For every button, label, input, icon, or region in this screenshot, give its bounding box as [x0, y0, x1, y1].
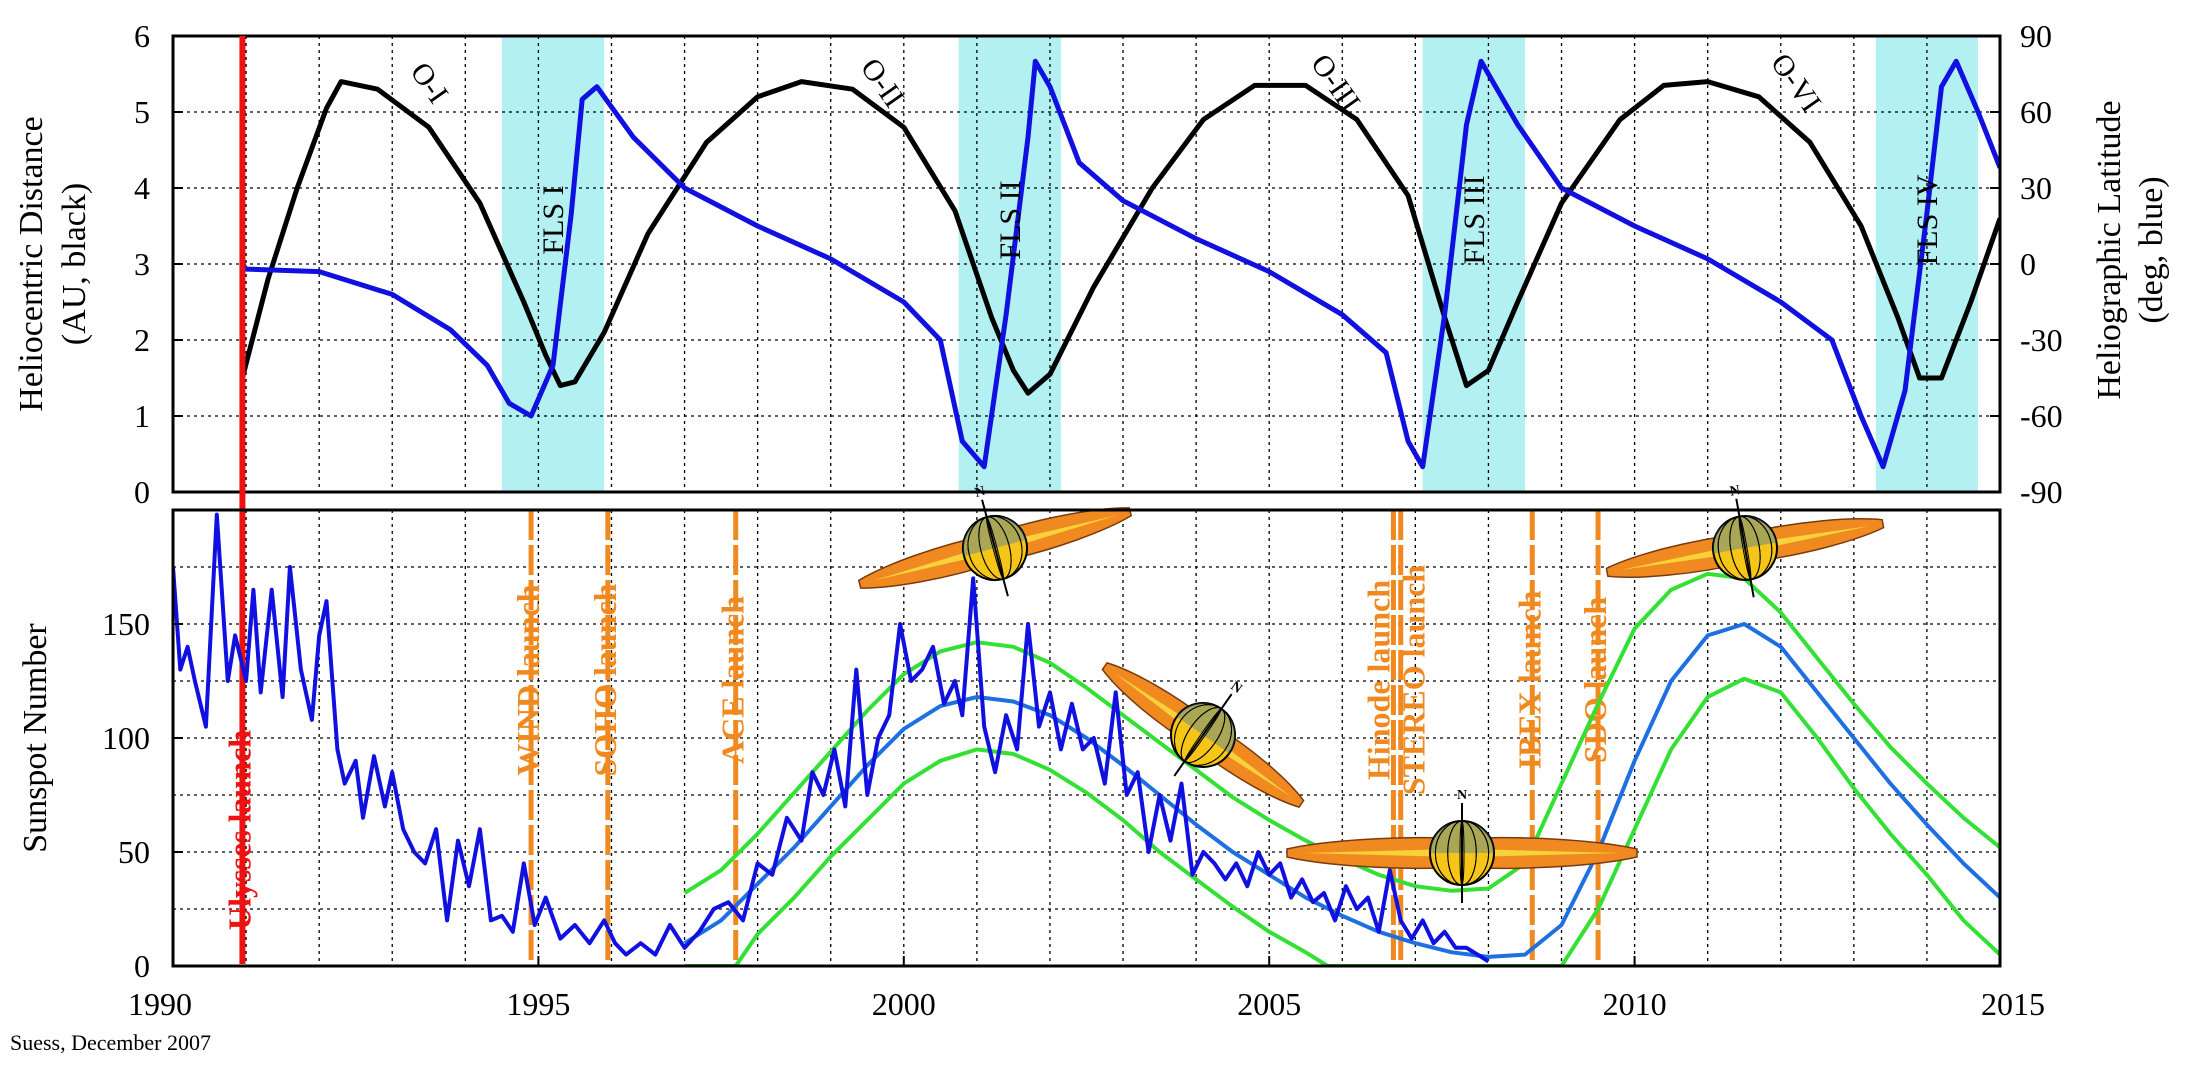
current-sheet-core-right: [1468, 849, 1620, 857]
xtick-label: 1990: [128, 986, 192, 1022]
bottom-ytick-label: 50: [118, 834, 150, 870]
sun-axis: [1735, 498, 1755, 598]
launch-markers: Ulysses launch WIND launch SOHO launch ACE …: [221, 36, 1613, 966]
latitude-line: [240, 58, 2000, 470]
current-sheet-core-left: [1620, 545, 1740, 570]
xtick-label: 2010: [1603, 986, 1667, 1022]
bottom-ytick-label: 150: [102, 606, 150, 642]
launch-label-5: Hinode launch: [1360, 580, 1396, 780]
illustration-2001: N: [857, 484, 1133, 597]
sun-axis: [981, 499, 1009, 597]
bottom-y-ticks: 0 50 100 150: [102, 606, 183, 984]
illustration-2011: N: [1605, 483, 1885, 598]
sun-north-label: N: [973, 484, 987, 501]
top-ytick-right-label: 0: [2020, 246, 2036, 282]
top-ytick-right-label: -90: [2020, 474, 2063, 510]
launch-label-7: IBEX launch: [1511, 590, 1547, 769]
orbit-label-1: O-I: [404, 56, 455, 109]
bottom-series: [173, 512, 2000, 966]
top-ytick-right-label: 60: [2020, 94, 2052, 130]
fls-label-3: FLS III: [1458, 175, 1491, 264]
launch-label-4: ACE launch: [715, 596, 751, 764]
launch-label-2: WIND launch: [510, 584, 546, 775]
top-ytick-left-label: 4: [134, 170, 150, 206]
top-ytick-right-label: 90: [2020, 18, 2052, 54]
sun-polar-cap: [963, 516, 1026, 557]
bottom-ytick-label: 100: [102, 720, 150, 756]
top-ytick-left-label: 2: [134, 322, 150, 358]
top-ylabel-left-line2: (AU, black): [56, 183, 93, 345]
top-ytick-right-label: 30: [2020, 170, 2052, 206]
bottom-panel: Ulysses launch WIND launch SOHO launch ACE …: [17, 36, 2045, 1022]
xtick-label: 1995: [506, 986, 570, 1022]
current-sheet-core-left: [1304, 849, 1456, 857]
top-panel: FLS I FLS II FLS III FLS IV O-I O-II O-III O-V…: [13, 18, 2170, 510]
top-ytick-left-label: 6: [134, 18, 150, 54]
prediction-lower-line: [684, 676, 2000, 966]
figure-credit: Suess, December 2007: [10, 1030, 212, 1055]
top-ylabel-right-line1: Heliographic Latitude: [2091, 100, 2128, 399]
bottom-ylabel: Sunspot Number: [17, 623, 54, 853]
current-sheet-core-right: [1750, 526, 1870, 551]
xtick-label: 2015: [1981, 986, 2045, 1022]
top-ytick-left-label: 0: [134, 474, 150, 510]
launch-label-1: Ulysses launch: [221, 730, 257, 930]
top-grid: [173, 36, 2000, 492]
orbit-labels: O-I O-II O-III O-VI: [404, 48, 1828, 119]
illustration-2004: N: [1101, 662, 1305, 808]
fls-label-4: FLS IV: [1911, 174, 1944, 265]
fls-label-2: FLS II: [994, 180, 1027, 259]
top-ytick-left-label: 1: [134, 398, 150, 434]
top-series: [239, 58, 2000, 470]
xtick-label: 2005: [1237, 986, 1301, 1022]
launch-label-3: SOHO launch: [587, 583, 623, 776]
top-y-ticks-left: 0 1 2 3 4 5 6: [134, 18, 183, 510]
launch-label-6: STEREO launch: [1396, 565, 1432, 796]
sun-north-label: N: [1457, 788, 1467, 803]
sunspot-line: [173, 512, 1490, 964]
top-ytick-right-label: -30: [2020, 322, 2063, 358]
x-axis-ticks: 1990 1995 2000 2005 2010 2015: [128, 956, 2045, 1022]
orbit-label-2: O-II: [854, 52, 911, 113]
heliosphere-illustrations: N N N N: [857, 483, 1885, 903]
sun-north-label: N: [1729, 483, 1742, 500]
current-sheet-core-right: [1000, 515, 1117, 551]
sun-axis: [1173, 693, 1233, 777]
current-sheet-core-left: [873, 545, 990, 581]
fls-label-1: FLS I: [537, 185, 570, 254]
illustration-2007: N: [1286, 788, 1638, 903]
orbit-label-3: O-III: [1304, 48, 1366, 117]
top-y-ticks-right: -90 -60 -30 0 30 60 90: [1990, 18, 2063, 510]
distance-line: [239, 79, 2000, 396]
top-ytick-left-label: 3: [134, 246, 150, 282]
xtick-label: 2000: [872, 986, 936, 1022]
bottom-ytick-label: 0: [134, 948, 150, 984]
fls-labels: FLS I FLS II FLS III FLS IV: [537, 174, 1944, 265]
prediction-mean-line: [683, 622, 2000, 959]
top-ylabel-left-line1: Heliocentric Distance: [13, 116, 50, 411]
top-ytick-left-label: 5: [134, 94, 150, 130]
top-ylabel-right-line2: (deg, blue): [2133, 176, 2170, 323]
top-ytick-right-label: -60: [2020, 398, 2063, 434]
